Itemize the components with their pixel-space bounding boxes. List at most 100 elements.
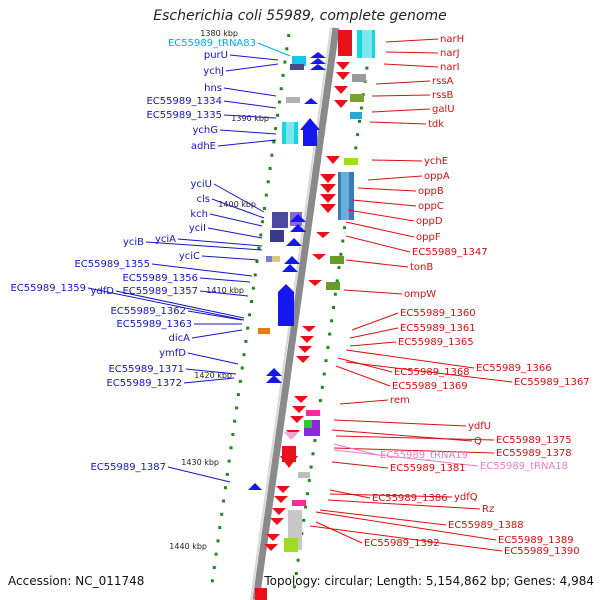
gene-label-left: EC55989_1359	[10, 283, 86, 294]
leader-line	[219, 129, 277, 135]
gene-label-right: rssA	[432, 76, 454, 87]
gene-label-left: cls	[197, 194, 211, 205]
gene-label-left: EC55989_1334	[146, 96, 222, 107]
leader-line	[329, 493, 453, 498]
leader-line	[257, 42, 291, 57]
gene-label-right: EC55989_1388	[448, 520, 524, 531]
leader-line	[337, 357, 393, 373]
leader-line	[335, 365, 391, 387]
gene-label-right: EC55989_1369	[392, 381, 468, 392]
gene-label-right: EC55989_1347	[412, 247, 488, 258]
gene-label-left: EC55989_1355	[74, 259, 150, 270]
leader-line	[223, 87, 277, 97]
leader-line	[351, 199, 417, 207]
gene-label-left: ychJ	[203, 66, 224, 77]
gene-label-right: EC55989_1365	[398, 337, 474, 348]
gene-label-right: EC55989_1392	[364, 538, 440, 549]
gene-label-right: oppC	[418, 201, 444, 212]
gene-label-left: purU	[204, 50, 228, 61]
leader-line	[145, 241, 263, 251]
kbp-tick-1430: 1430 kbp	[181, 458, 219, 467]
leader-line	[223, 100, 277, 109]
leader-line	[151, 263, 253, 277]
leader-line	[207, 227, 263, 239]
leader-line	[345, 349, 475, 369]
gene-label-right: EC55989_1390	[504, 546, 580, 557]
gene-label-right: EC55989_tRNA18	[480, 461, 568, 472]
leader-line	[333, 447, 495, 454]
gene-label-left: kch	[190, 209, 208, 220]
gene-label-right: oppA	[424, 171, 450, 182]
leader-line	[201, 255, 259, 261]
leader-lines	[87, 38, 513, 552]
kbp-tick-1390: 1390 kbp	[231, 114, 269, 123]
leader-line	[339, 399, 389, 405]
leader-line	[115, 290, 245, 319]
gene-label-left: ychG	[192, 125, 218, 136]
gene-label-left: EC55989_1387	[90, 462, 166, 473]
leader-line	[371, 94, 431, 97]
gene-label-right: Q	[474, 436, 482, 447]
gene-label-left: EC55989_1357	[122, 286, 198, 297]
gene-label-left: EC55989_1362	[110, 306, 186, 317]
leader-line	[345, 221, 415, 238]
kbp-tick-1420: 1420 kbp	[194, 371, 232, 380]
gene-label-left: EC55989_1356	[122, 273, 198, 284]
kbp-tick-1440: 1440 kbp	[169, 542, 207, 551]
gene-label-left: EC55989_tRNA83	[168, 38, 256, 49]
gene-label-left: yciA	[155, 234, 176, 245]
leader-line	[211, 198, 265, 219]
leader-line	[183, 377, 235, 384]
leader-line	[349, 327, 399, 339]
leader-line	[367, 175, 423, 181]
leader-line	[333, 443, 379, 456]
leader-line	[385, 38, 439, 43]
leader-line	[87, 287, 245, 321]
gene-label-right: EC55989_1378	[496, 448, 572, 459]
leader-line	[371, 108, 431, 113]
gene-label-right: EC55989_1367	[514, 377, 590, 388]
kbp-tick-1380: 1380 kbp	[200, 29, 238, 38]
gene-label-right: EC55989_1389	[498, 535, 574, 546]
leader-line	[225, 63, 279, 72]
gene-label-left: EC55989_1335	[146, 110, 222, 121]
gene-label-right: ydfU	[468, 421, 491, 432]
gene-label-right: ydfQ	[454, 492, 478, 503]
leader-line	[345, 259, 409, 268]
minus-strand-features	[255, 30, 375, 600]
gene-label-right: narH	[440, 34, 464, 45]
gene-label-right: EC55989_1366	[476, 363, 552, 374]
gene-label-left: EC55989_1372	[106, 378, 182, 389]
gene-label-right: rssB	[432, 90, 454, 101]
gene-label-right: galU	[432, 104, 455, 115]
leader-line	[185, 368, 237, 375]
gene-label-right: EC55989_tRNA19	[380, 450, 468, 461]
leader-line	[383, 63, 439, 68]
leader-line	[167, 466, 231, 483]
plus-strand-features	[248, 52, 326, 490]
kbp-tick-1410: 1410 kbp	[206, 286, 244, 295]
gene-label-left: hns	[204, 83, 222, 94]
leader-line	[209, 213, 263, 227]
gene-label-right: ychE	[424, 156, 448, 167]
kbp-tick-1400: 1400 kbp	[218, 200, 256, 209]
leader-line	[345, 235, 411, 253]
leader-line	[199, 290, 249, 297]
genome-summary: Topology: circular; Length: 5,154,862 bp…	[264, 574, 594, 588]
leader-line	[199, 277, 251, 283]
gene-label-right: EC55989_1361	[400, 323, 476, 334]
gene-label-left: yciU	[190, 179, 212, 190]
genome-axis	[252, 27, 340, 600]
leader-line	[217, 139, 277, 147]
gene-label-right: EC55989_1360	[400, 308, 476, 319]
gene-label-right: EC55989_1375	[496, 435, 572, 446]
leader-line	[349, 341, 397, 347]
leader-line	[327, 499, 481, 510]
leader-line	[229, 54, 279, 61]
leader-line	[331, 461, 389, 469]
leader-line	[213, 183, 265, 213]
gene-label-right: oppF	[416, 232, 441, 243]
leader-line	[191, 329, 243, 339]
